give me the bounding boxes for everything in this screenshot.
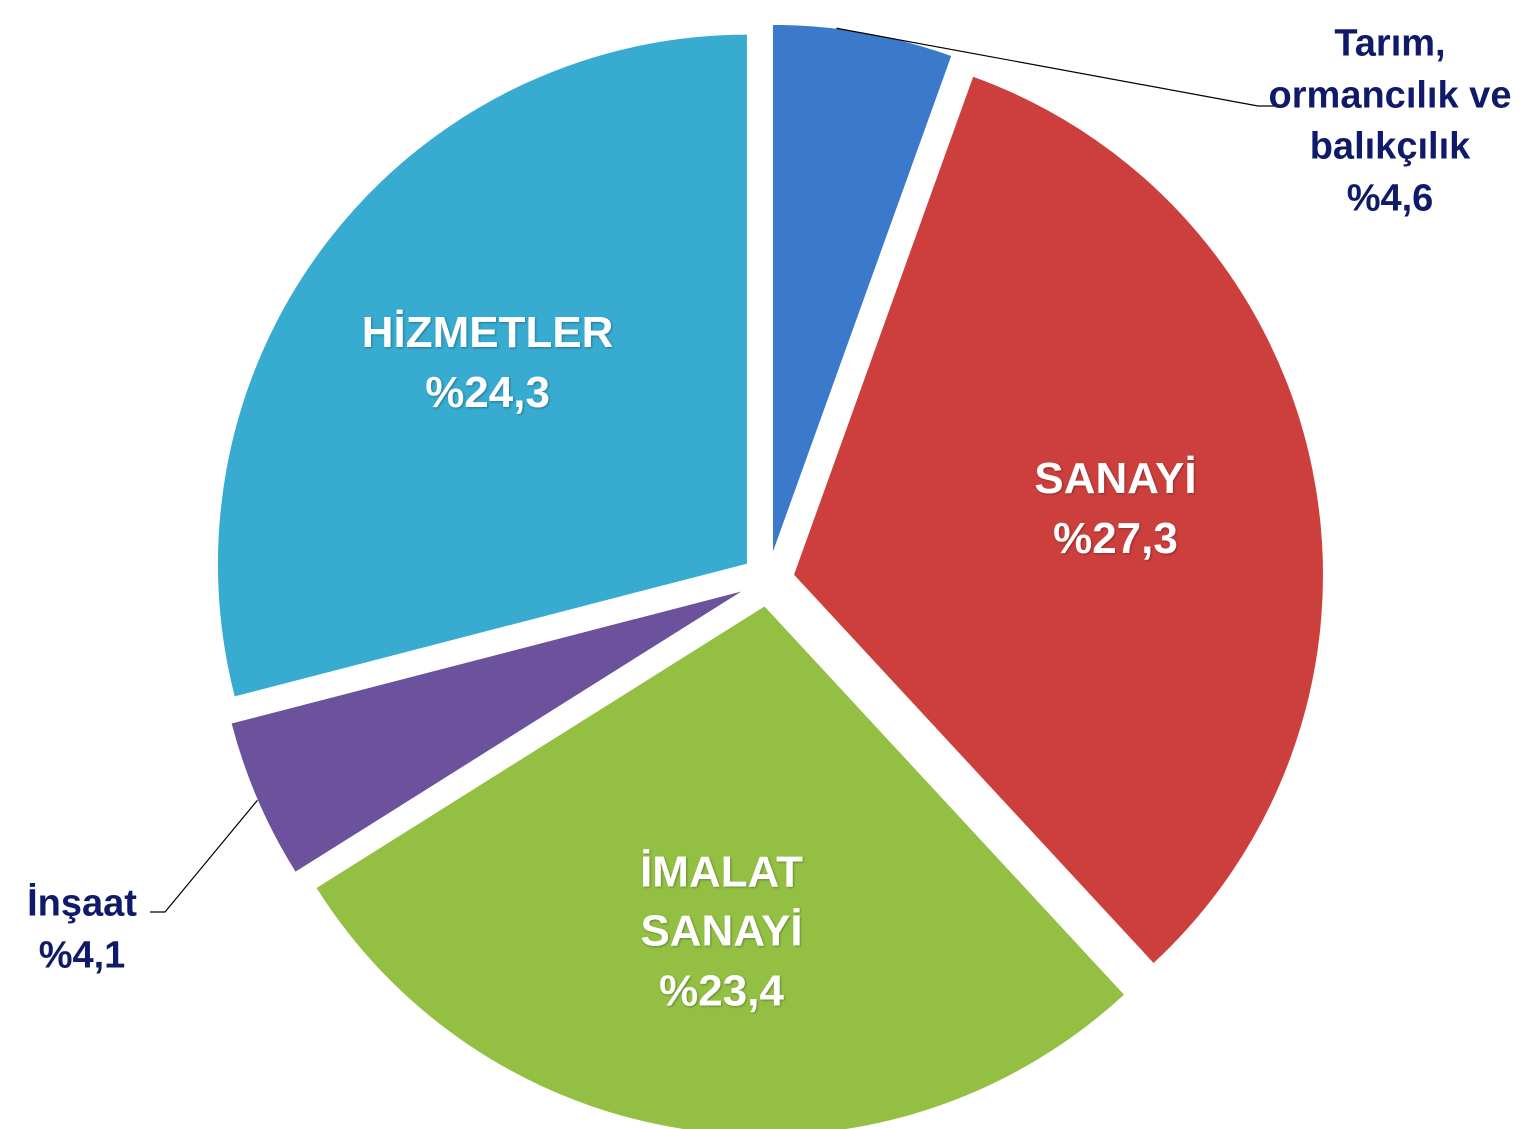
category-label: Tarım, ormancılık ve balıkçılık (1268, 22, 1512, 168)
category-label: HİZMETLER (361, 308, 614, 358)
value-label: %4,6 (1346, 177, 1434, 220)
value-label: %23,4 (659, 966, 784, 1016)
category-label: İMALAT SANAYİ (640, 846, 803, 956)
pie-slice (792, 75, 1324, 965)
leader-line (150, 799, 258, 913)
leader-line (836, 27, 1278, 107)
slice-label: SANAYİ %27,3 (965, 449, 1265, 569)
category-label: SANAYİ (1034, 454, 1197, 504)
slice-label: Tarım, ormancılık ve balıkçılık %4,6 (1255, 19, 1525, 226)
slice-label: İMALAT SANAYİ %23,4 (592, 842, 852, 1021)
category-label: İnşaat (27, 882, 137, 925)
pie-slice (315, 605, 1126, 1129)
pie-slice (230, 589, 745, 874)
slice-label: HİZMETLER %24,3 (318, 303, 658, 423)
pie-slice (771, 23, 953, 555)
value-label: %27,3 (1053, 514, 1178, 564)
slice-label: İnşaat %4,1 (2, 878, 162, 981)
pie-slice (216, 33, 748, 698)
value-label: %4,1 (38, 934, 126, 976)
value-label: %24,3 (425, 367, 550, 417)
